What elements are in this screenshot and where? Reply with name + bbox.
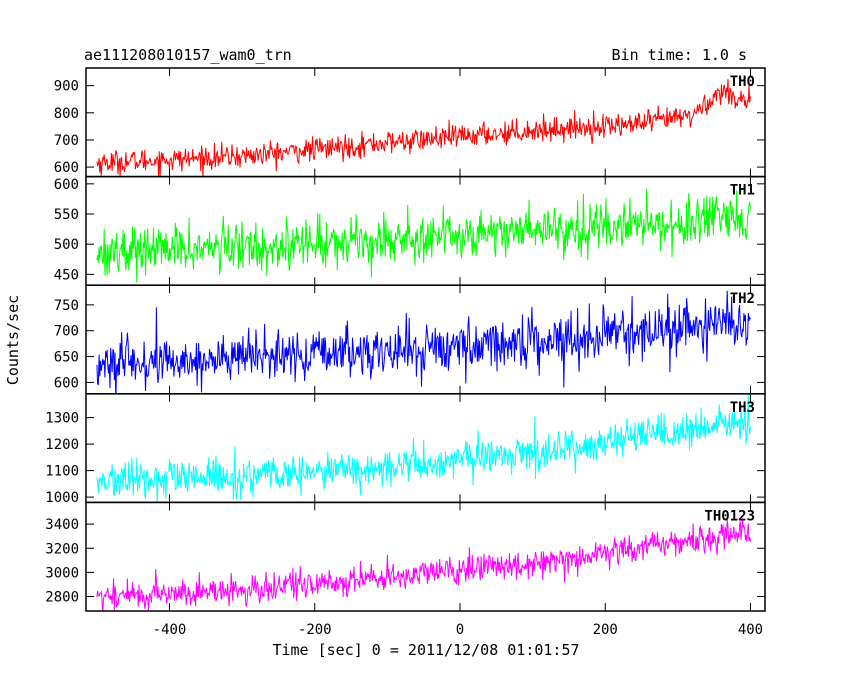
x-axis-ticks: -400 -200 0 200 400 xyxy=(153,622,763,638)
x-tick-label: 0 xyxy=(456,622,464,638)
panel-th2: 600 650 700 750 TH2 xyxy=(54,284,766,395)
y-tick-label: 650 xyxy=(54,350,79,366)
panel-th3: 1000 1100 1200 1300 TH3 xyxy=(45,393,766,506)
y-tick-label: 800 xyxy=(54,106,79,122)
y-tick-label: 700 xyxy=(54,324,79,340)
y-tick-label: 450 xyxy=(54,267,79,283)
y-tick-label: 1100 xyxy=(45,464,79,480)
series-line-th0 xyxy=(96,79,751,177)
x-tick-label: -200 xyxy=(298,622,332,638)
y-tick-label: 500 xyxy=(54,237,79,253)
panel-th0: 600 700 800 900 TH0 xyxy=(54,67,766,178)
y-tick-label: 1000 xyxy=(45,490,79,506)
bin-time-label: Bin time: 1.0 s xyxy=(612,46,747,64)
panel-frame xyxy=(85,67,766,178)
panel-frame xyxy=(85,501,766,612)
panel-name-th0123: TH0123 xyxy=(704,508,755,524)
x-tick-label: -400 xyxy=(153,622,187,638)
y-tick-label: 2800 xyxy=(45,590,79,606)
panels: 600 700 800 900 TH0 450 500 550 600 TH1 600 650 700 7… xyxy=(45,67,766,612)
y-tick-label: 750 xyxy=(54,298,79,314)
y-tick-label: 3400 xyxy=(45,517,79,533)
y-tick-label: 1300 xyxy=(45,411,79,427)
series-line-th3 xyxy=(96,393,751,503)
panel-name-th0: TH0 xyxy=(730,74,755,90)
x-tick-label: 200 xyxy=(593,622,618,638)
panel-th1: 450 500 550 600 TH1 xyxy=(54,175,766,286)
x-tick-label: 400 xyxy=(738,622,763,638)
y-tick-label: 550 xyxy=(54,207,79,223)
y-tick-label: 3200 xyxy=(45,541,79,557)
series-line-th2 xyxy=(96,290,751,394)
panel-name-th3: TH3 xyxy=(730,400,755,416)
panel-th0123: 2800 3000 3200 3400 TH0123 xyxy=(45,501,766,612)
y-tick-label: 600 xyxy=(54,177,79,193)
y-tick-label: 1200 xyxy=(45,437,79,453)
y-tick-label: 900 xyxy=(54,79,79,95)
panel-frame xyxy=(85,175,766,286)
panel-name-th2: TH2 xyxy=(730,291,755,307)
y-axis-label: Counts/sec xyxy=(4,295,22,385)
source-name: ae111208010157_wam0_trn xyxy=(84,46,292,64)
y-tick-label: 700 xyxy=(54,133,79,149)
series-line-th1 xyxy=(96,188,751,283)
y-tick-label: 3000 xyxy=(45,565,79,581)
x-axis-label: Time [sec] 0 = 2011/12/08 01:01:57 xyxy=(272,641,579,659)
panel-name-th1: TH1 xyxy=(730,183,755,199)
series-line-th0123 xyxy=(96,518,751,611)
y-tick-label: 600 xyxy=(54,375,79,391)
y-tick-label: 600 xyxy=(54,160,79,176)
